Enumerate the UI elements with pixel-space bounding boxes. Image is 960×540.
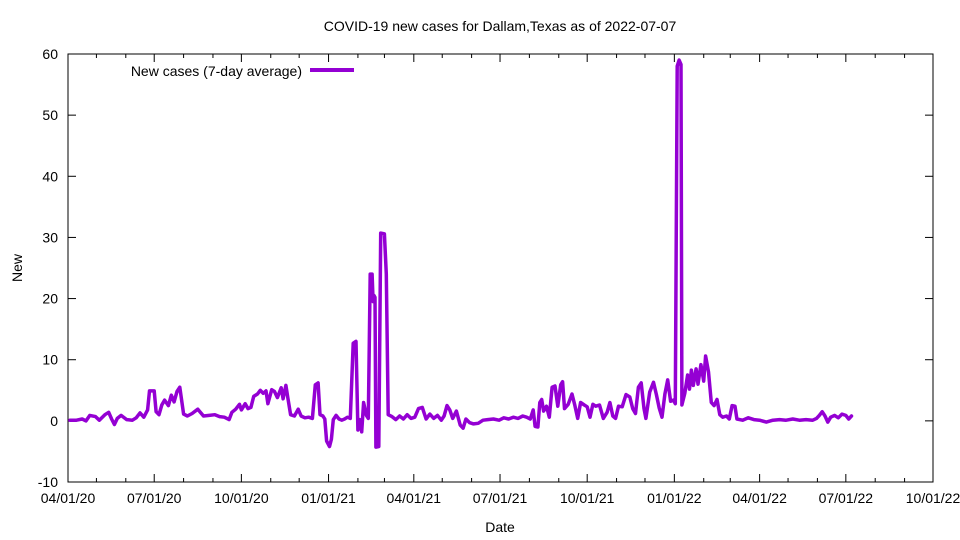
x-tick-label: 10/01/20	[214, 490, 269, 506]
x-tick-label: 04/01/20	[41, 490, 96, 506]
y-tick-label: 10	[42, 352, 58, 368]
x-tick-label: 07/01/21	[473, 490, 528, 506]
x-axis-label: Date	[485, 519, 515, 535]
legend: New cases (7-day average)	[131, 63, 354, 79]
plot-area	[68, 58, 854, 449]
x-tick-label: 10/01/22	[906, 490, 960, 506]
x-tick-label: 04/01/21	[387, 490, 442, 506]
x-tick-label: 07/01/22	[819, 490, 874, 506]
x-tick-label: 04/01/22	[732, 490, 787, 506]
y-tick-label: 40	[42, 168, 58, 184]
series-line-0	[68, 58, 854, 449]
x-tick-label: 01/01/22	[647, 490, 702, 506]
y-axis-label: New	[9, 253, 25, 282]
y-tick-label: -10	[38, 474, 58, 490]
y-tick-label: 0	[50, 413, 58, 429]
y-tick-label: 50	[42, 107, 58, 123]
legend-label: New cases (7-day average)	[131, 63, 302, 79]
y-tick-label: 60	[42, 46, 58, 62]
x-tick-label: 10/01/21	[560, 490, 615, 506]
y-tick-label: 20	[42, 291, 58, 307]
y-tick-label: 30	[42, 229, 58, 245]
chart-title: COVID-19 new cases for Dallam,Texas as o…	[324, 18, 677, 34]
axes: -10 0 10 20 30 40 50 60 04/01/20 07/01/20 10/01/20…	[38, 46, 960, 506]
x-tick-label: 01/01/21	[301, 490, 356, 506]
x-tick-label: 07/01/20	[127, 490, 182, 506]
